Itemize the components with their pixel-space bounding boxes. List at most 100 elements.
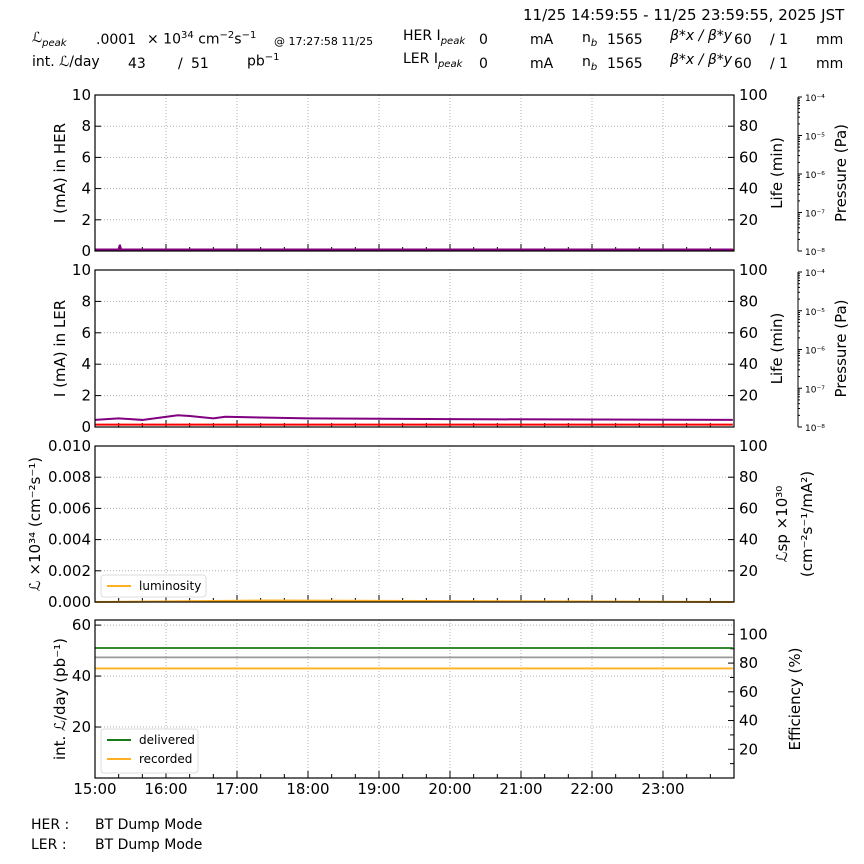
y-axis-label: I (mA) in HER <box>51 123 69 223</box>
y-tick-label: 0 <box>81 242 91 260</box>
pressure-tick-label: 10⁻⁵ <box>805 308 825 318</box>
plot-frame <box>94 269 735 428</box>
y-axis-label: I (mA) in LER <box>51 300 69 397</box>
y2-tick-label: 100 <box>739 86 768 104</box>
lpeak-label: ℒpeak <box>32 30 67 49</box>
her-beta-x: 60 <box>734 32 752 48</box>
y2-tick-label: 80 <box>739 654 758 672</box>
her-sub: peak <box>440 35 466 47</box>
y-tick-label: 4 <box>81 355 91 373</box>
x-tick-label: 19:00 <box>357 780 400 798</box>
unit-cm: cm <box>198 31 220 48</box>
ler-ipeak-unit: mA <box>530 56 554 72</box>
y-tick-label: 10 <box>72 86 91 104</box>
pressure-tick-label: 10⁻⁷ <box>805 210 825 220</box>
chart-panel-4 <box>94 619 735 779</box>
intl-recorded: 43 <box>128 56 146 72</box>
x-tick-label: 16:00 <box>144 780 187 798</box>
y-tick-label: 0.006 <box>48 499 91 517</box>
y-axis-label: int. ℒ/day (pb⁻¹) <box>51 638 69 760</box>
pb-exp: −1 <box>264 52 280 63</box>
y2-tick-label: 20 <box>739 211 758 229</box>
y-tick-label: 0.002 <box>48 562 91 580</box>
ler-beta-unit: mm <box>816 56 844 72</box>
series-her-current <box>95 244 733 251</box>
y-tick-label: 8 <box>81 117 91 135</box>
ler-nb-value: 1565 <box>607 56 643 72</box>
her-nb-label: nb <box>582 30 597 49</box>
y-tick-label: 6 <box>81 324 91 342</box>
y-tick-label: 20 <box>72 718 91 736</box>
y2-tick-label: 40 <box>739 531 758 549</box>
y2-axis-label: ℒsp ×10³⁰ <box>773 486 791 563</box>
pressure-tick-label: 10⁻⁷ <box>805 385 825 395</box>
pressure-tick-label: 10⁻⁶ <box>805 347 825 357</box>
y2-tick-label: 40 <box>739 355 758 373</box>
time-range: 11/25 14:59:55 - 11/25 23:59:55, 2025 JS… <box>523 6 845 24</box>
unit-exp: 34 <box>181 30 194 41</box>
y2-tick-label: 80 <box>739 468 758 486</box>
plot-frame <box>94 619 735 779</box>
intl-unit: pb−1 <box>247 52 280 70</box>
ler-ipeak-value: 0 <box>479 56 488 72</box>
y2-tick-label: 60 <box>739 324 758 342</box>
y2-axis-label: Efficiency (%) <box>786 648 804 751</box>
ler-sub: peak <box>437 58 463 70</box>
intl-sep: / <box>178 56 183 72</box>
y-tick-label: 0 <box>81 418 91 436</box>
series-ler-current <box>94 414 733 421</box>
plot-frame <box>94 94 735 252</box>
footer-her-label: HER : <box>31 817 70 833</box>
pressure-tick-label: 10⁻⁵ <box>805 133 825 143</box>
her-ipeak-label: HER Ipeak <box>403 28 465 47</box>
y2-tick-label: 60 <box>739 499 758 517</box>
y-tick-label: 8 <box>81 292 91 310</box>
x-tick-label: 15:00 <box>73 780 116 798</box>
ler-nb-label: nb <box>582 54 597 73</box>
pressure-tick-label: 10⁻⁴ <box>805 94 825 104</box>
y-tick-label: 2 <box>81 211 91 229</box>
footer-ler-status: BT Dump Mode <box>95 837 203 853</box>
y-axis-label: ℒ ×10³⁴ (cm⁻²s⁻¹) <box>26 457 44 591</box>
footer-her-status: BT Dump Mode <box>95 817 203 833</box>
plot-frame <box>94 445 735 603</box>
pressure-tick-label: 10⁻⁶ <box>805 171 825 181</box>
y-tick-label: 0.000 <box>48 593 91 611</box>
x-tick-label: 18:00 <box>286 780 329 798</box>
intl-delivered: 51 <box>191 56 209 72</box>
legend <box>100 574 207 598</box>
y-tick-label: 2 <box>81 387 91 405</box>
y-tick-label: 0.010 <box>48 437 91 455</box>
chart-panel-3 <box>94 445 735 603</box>
her-ipeak-value: 0 <box>479 32 488 48</box>
y2-tick-label: 20 <box>739 562 758 580</box>
her-beta-label: β*x / β*y <box>670 28 733 44</box>
chart-panel-1 <box>94 94 802 252</box>
pressure-tick-label: 10⁻⁴ <box>805 269 825 279</box>
pressure-tick-label: 10⁻⁸ <box>805 424 825 434</box>
unit-cm-exp: −2 <box>219 30 235 41</box>
pressure-axis-label: Pressure (Pa) <box>832 299 850 397</box>
her-nb-value: 1565 <box>607 32 643 48</box>
y-tick-label: 0.008 <box>48 468 91 486</box>
x-tick-label: 21:00 <box>499 780 542 798</box>
unit-prefix: × 10 <box>147 31 181 48</box>
y2-tick-label: 100 <box>739 261 768 279</box>
unit-s-exp: −1 <box>241 30 257 41</box>
nb: n <box>582 30 591 46</box>
y2-tick-label: 80 <box>739 292 758 310</box>
y2-axis-label: Life (min) <box>768 137 786 209</box>
ler-beta-x: 60 <box>734 56 752 72</box>
x-tick-label: 23:00 <box>641 780 684 798</box>
unit-s: s <box>234 31 242 48</box>
lpeak-sub: peak <box>42 37 67 49</box>
y-tick-label: 40 <box>72 667 91 685</box>
y2-tick-label: 100 <box>739 625 768 643</box>
x-tick-label: 22:00 <box>570 780 613 798</box>
y2-tick-label: 60 <box>739 683 758 701</box>
footer-ler-label: LER : <box>31 837 67 853</box>
x-tick-label: 17:00 <box>215 780 258 798</box>
pressure-tick-label: 10⁻⁸ <box>805 248 825 258</box>
y2-axis-label-unit: (cm⁻²s⁻¹/mA²) <box>798 471 816 577</box>
y2-tick-label: 20 <box>739 740 758 758</box>
